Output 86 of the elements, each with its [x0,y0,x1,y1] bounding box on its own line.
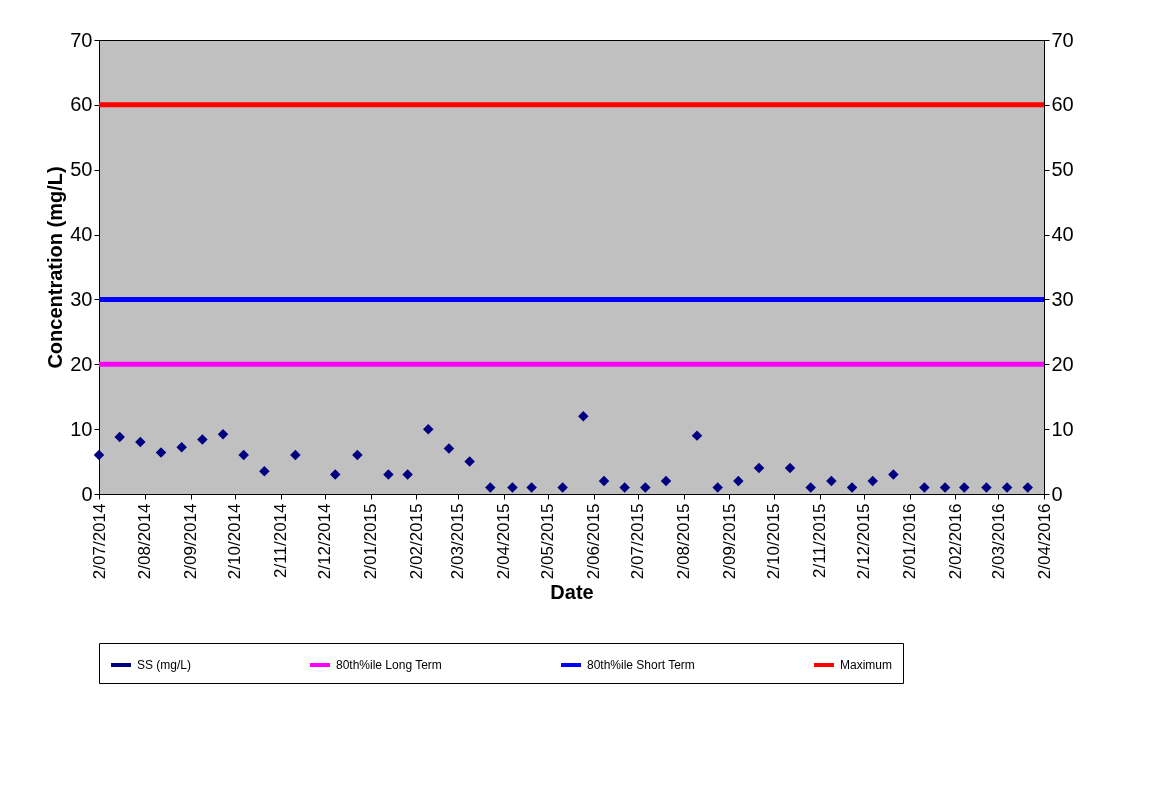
point [238,449,249,461]
point [598,475,610,487]
y2-tick-label: 60 [1051,93,1074,116]
point [217,429,229,440]
y-axis-title: Concentration (mg/L) [44,166,67,369]
point [290,449,301,461]
point [383,469,394,480]
x-tick-label: 2/03/2015 [448,503,468,580]
legend-label: Maximum [840,658,893,672]
point [981,482,992,493]
legend-label: 80th%ile Short Term [587,658,695,672]
point [557,482,568,493]
y2-tick-label: 50 [1051,158,1074,181]
point [619,482,630,493]
y-tick-label: 30 [70,287,93,310]
x-tick-label: 2/06/2015 [584,503,604,580]
point [464,456,475,467]
point [352,449,363,461]
point [919,482,930,493]
point [155,447,167,458]
y2-tick-label: 30 [1051,287,1074,310]
x-tick-label: 2/08/2014 [135,503,155,580]
point [578,410,589,422]
x-tick-label: 2/10/2015 [764,503,784,580]
point [867,475,878,487]
point [423,423,434,435]
x-tick-label: 2/03/2016 [988,503,1008,580]
y2-tick-label: 10 [1051,417,1074,440]
y-tick-label: 70 [70,28,93,51]
point [176,442,187,453]
y-tick-label: 20 [70,352,93,375]
legend-label: 80th%ile Long Term [336,658,442,672]
point [1022,482,1033,493]
point [805,482,816,493]
point [114,431,125,443]
y-tick-label: 60 [70,93,93,116]
point [712,482,723,493]
point [959,482,970,493]
point [640,482,651,493]
point [443,443,455,454]
point [402,469,413,480]
x-tick-label: 2/09/2015 [719,503,739,580]
point [93,449,105,461]
point [784,462,796,474]
point [507,482,518,493]
y2-tick-label: 40 [1051,223,1074,246]
legend-label: SS (mg/L) [137,658,192,672]
y-tick-label: 0 [81,482,93,505]
point [526,482,537,493]
x-tick-label: 2/08/2015 [674,503,694,580]
point [826,475,837,487]
x-tick-label: 2/01/2016 [900,503,920,580]
x-tick-label: 2/02/2015 [406,503,426,580]
x-tick-label: 2/11/2014 [271,503,291,578]
x-tick-label: 2/11/2015 [810,503,830,578]
x-tick-label: 2/04/2015 [494,503,514,580]
y-tick-label: 10 [70,417,93,440]
point [846,482,858,493]
x-tick-label: 2/12/2014 [315,503,335,580]
point [733,475,744,487]
point [691,430,703,441]
x-tick-label: 2/01/2015 [361,503,381,580]
point [1001,482,1013,493]
point [259,466,270,477]
y2-tick-label: 70 [1051,28,1074,51]
x-tick-label: 2/10/2014 [225,503,245,580]
point [753,462,765,474]
point [135,436,146,448]
y-tick-label: 40 [70,223,93,246]
point [660,475,672,487]
x-tick-label: 2/05/2015 [538,503,558,580]
x-tick-label: 2/04/2016 [1034,503,1054,580]
y2-tick-label: 0 [1051,482,1063,505]
point [485,482,496,493]
point [330,469,341,480]
point [888,469,899,480]
point [939,482,951,493]
x-tick-label: 2/12/2015 [854,503,874,580]
y-tick-label: 50 [70,158,93,181]
x-tick-label: 2/07/2014 [89,503,109,580]
point [197,434,208,445]
x-tick-label: 2/09/2014 [181,503,201,580]
x-axis-title: Date [550,581,594,604]
x-tick-label: 2/02/2016 [945,503,965,580]
y2-tick-label: 20 [1051,352,1074,375]
x-tick-label: 2/07/2015 [628,503,648,580]
